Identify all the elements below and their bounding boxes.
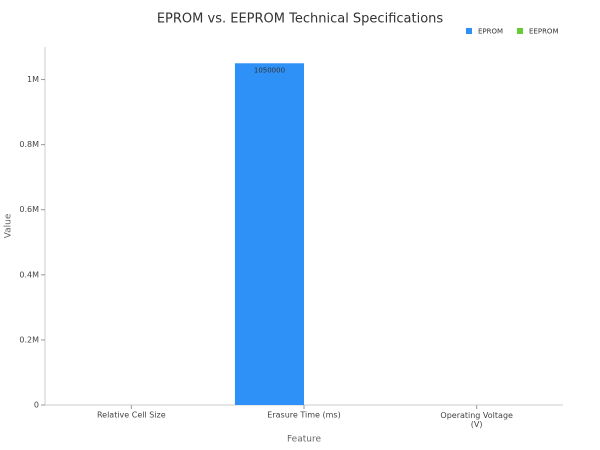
bar	[234, 63, 304, 405]
y-tick-label: 0	[34, 401, 39, 410]
legend-swatch	[466, 28, 472, 34]
x-tick-label: Relative Cell Size	[97, 411, 166, 420]
y-tick-label: 0.6M	[19, 205, 39, 214]
x-tick-label: Operating Voltage (V)	[440, 411, 513, 429]
x-tick-label: Erasure Time (ms)	[267, 411, 340, 420]
y-tick-label: 0.4M	[19, 270, 39, 279]
y-axis-title: Value	[4, 213, 14, 238]
y-tick-label: 1M	[27, 75, 39, 84]
y-tick-label: 0.8M	[19, 140, 39, 149]
x-axis-title: Feature	[287, 435, 321, 445]
legend-label: EEPROM	[529, 28, 558, 36]
legend-label: EPROM	[478, 28, 503, 36]
y-tick-label: 0.2M	[19, 335, 39, 344]
legend-swatch	[517, 28, 523, 34]
data-label: 1050000	[254, 66, 285, 74]
chart-title: EPROM vs. EEPROM Technical Specification…	[157, 12, 444, 27]
